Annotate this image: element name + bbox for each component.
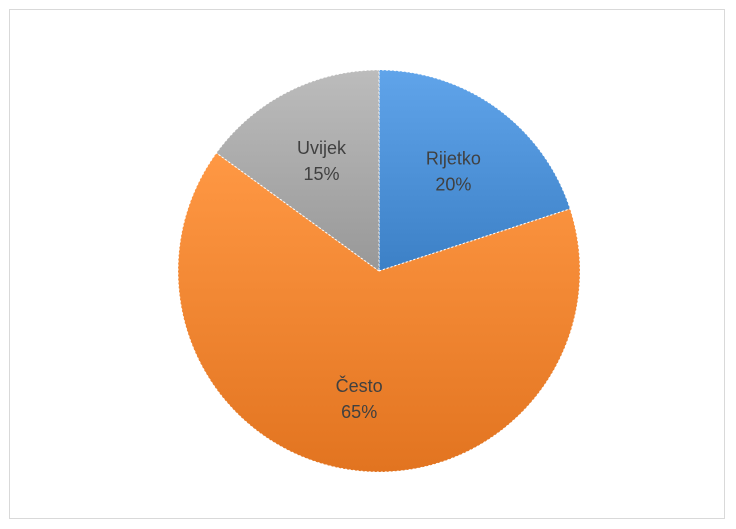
- pie-slice-cesto: [177, 152, 581, 473]
- pie-chart: Rijetko 20% Često 65% Uvijek 15%: [177, 69, 581, 473]
- pie-data-labels: Rijetko 20% Često 65% Uvijek 15%: [297, 138, 481, 422]
- data-label-percent: 15%: [303, 164, 339, 184]
- data-label-category: Često: [336, 375, 383, 396]
- data-label-category: Rijetko: [426, 149, 481, 169]
- data-label-percent: 65%: [341, 402, 377, 422]
- pie-slice-rijetko: [378, 69, 571, 272]
- data-label-category: Uvijek: [297, 138, 347, 158]
- data-label-percent: 20%: [435, 175, 471, 195]
- chart-frame: Rijetko 20% Često 65% Uvijek 15%: [9, 9, 725, 519]
- pie-slices: [177, 69, 581, 473]
- pie-slice-uvijek: [215, 69, 380, 272]
